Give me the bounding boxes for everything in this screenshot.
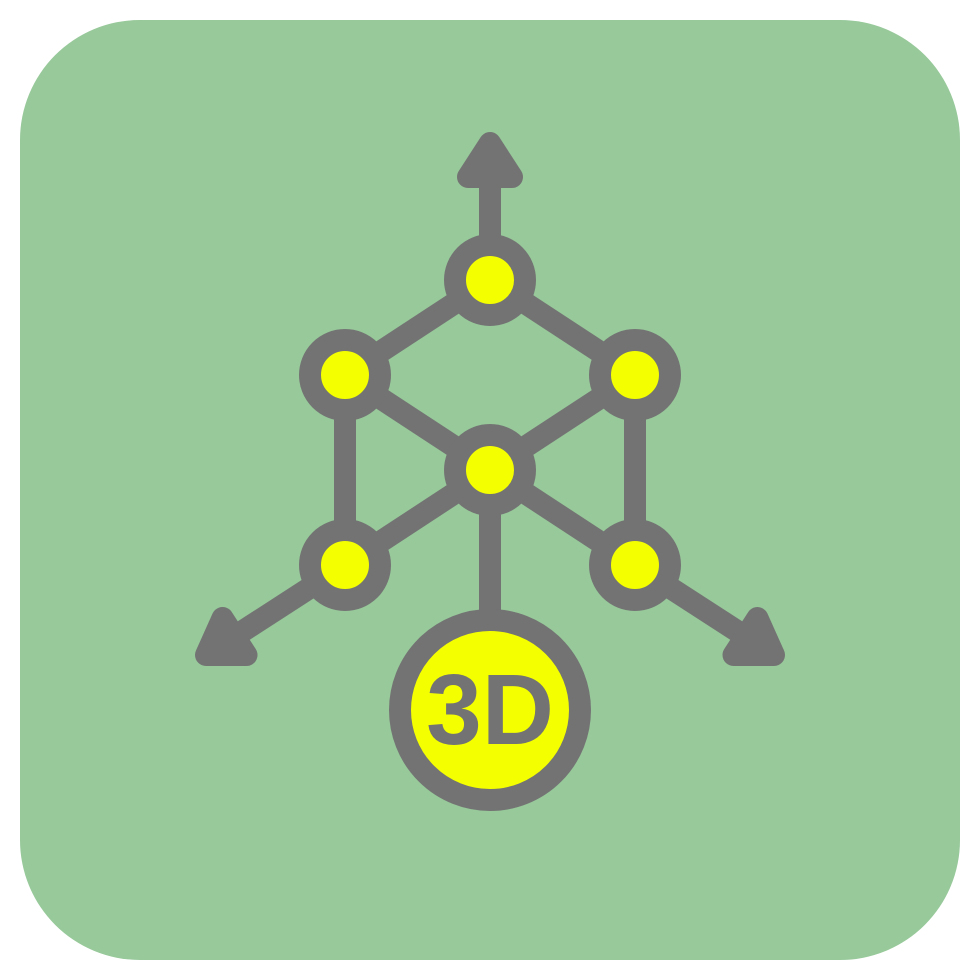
3d-cube-axes-icon: 3D [0,0,980,980]
badge-label: 3D [426,654,554,766]
icon-tile: 3D [0,0,980,980]
